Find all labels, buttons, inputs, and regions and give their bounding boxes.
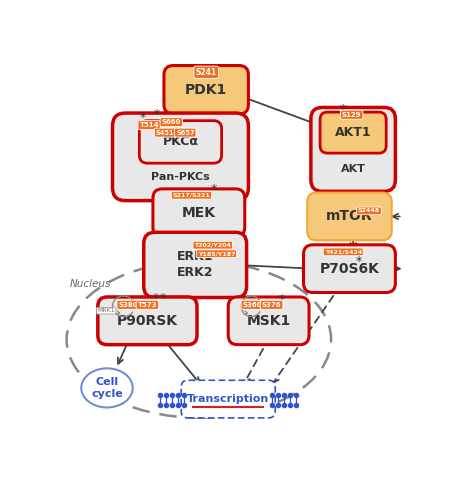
Text: MSK1: MSK1 [246, 314, 291, 328]
Text: T573: T573 [137, 302, 157, 308]
Text: *: * [140, 111, 146, 124]
Text: Pan-PKCs: Pan-PKCs [151, 172, 210, 182]
Text: *: * [340, 103, 346, 116]
Text: S451: S451 [156, 130, 174, 136]
Text: *: * [154, 108, 160, 121]
Text: Cell
cycle: Cell cycle [91, 377, 123, 399]
Text: *: * [210, 183, 217, 196]
Text: T514: T514 [139, 122, 159, 128]
Text: *: * [160, 292, 166, 305]
Text: S380: S380 [118, 302, 138, 308]
Text: S217/S221: S217/S221 [173, 193, 210, 198]
Text: PDK1: PDK1 [185, 83, 228, 97]
Text: PKCα: PKCα [163, 136, 199, 149]
FancyBboxPatch shape [164, 65, 248, 114]
Text: S660: S660 [162, 119, 181, 125]
Text: mTOR: mTOR [326, 210, 373, 224]
FancyBboxPatch shape [144, 232, 246, 298]
Text: S376: S376 [262, 302, 282, 308]
Text: S657: S657 [176, 130, 194, 136]
Text: AKT1: AKT1 [335, 126, 372, 139]
FancyBboxPatch shape [112, 113, 248, 201]
Text: P70S6K: P70S6K [319, 262, 379, 276]
Text: S360: S360 [243, 302, 262, 308]
Text: P90RSK: P90RSK [117, 314, 178, 328]
FancyBboxPatch shape [181, 380, 275, 418]
Text: Y185/Y187: Y185/Y187 [198, 251, 235, 256]
Ellipse shape [82, 368, 133, 408]
FancyBboxPatch shape [228, 297, 309, 345]
Text: T202/Y204: T202/Y204 [194, 242, 231, 248]
Text: MEK: MEK [182, 206, 216, 220]
Text: *: * [356, 255, 362, 268]
FancyBboxPatch shape [98, 297, 197, 345]
Text: Transcription: Transcription [187, 394, 269, 404]
Text: S241: S241 [196, 68, 217, 77]
Text: *: * [170, 121, 176, 131]
FancyBboxPatch shape [153, 189, 245, 237]
FancyBboxPatch shape [320, 112, 386, 153]
Text: S2448: S2448 [358, 209, 380, 213]
FancyBboxPatch shape [139, 121, 222, 163]
FancyBboxPatch shape [303, 245, 395, 292]
Text: S129: S129 [342, 112, 361, 118]
Text: T421/S424: T421/S424 [325, 249, 362, 255]
FancyBboxPatch shape [311, 107, 395, 191]
Text: *: * [152, 292, 159, 305]
Text: AKT: AKT [341, 164, 365, 174]
Text: MRK1: MRK1 [98, 308, 115, 313]
Text: ERK1
ERK2: ERK1 ERK2 [177, 250, 213, 279]
Text: *: * [278, 293, 284, 306]
FancyBboxPatch shape [307, 193, 392, 241]
Text: Nucleus: Nucleus [70, 279, 111, 288]
